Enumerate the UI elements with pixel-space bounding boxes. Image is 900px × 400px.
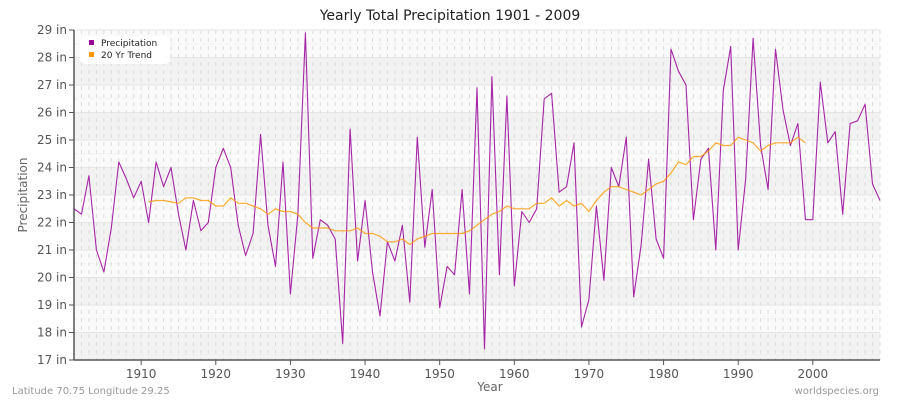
x-axis-label: Year [476, 380, 502, 394]
x-tick-label: 1990 [723, 367, 754, 381]
x-tick-label: 1970 [574, 367, 605, 381]
x-tick-label: 1910 [126, 367, 157, 381]
legend-label: Precipitation [101, 39, 157, 49]
trend-line [148, 136, 806, 246]
x-tick-label: 1950 [424, 367, 455, 381]
y-tick-label: 25 in [37, 133, 67, 147]
source-caption: worldspecies.org [795, 386, 879, 397]
y-tick-label: 22 in [37, 216, 67, 230]
legend-label: 20 Yr Trend [101, 51, 152, 61]
x-tick-label: 1980 [648, 367, 679, 381]
y-tick-label: 26 in [37, 106, 67, 120]
x-tick-label: 1920 [201, 367, 232, 381]
y-tick-label: 17 in [37, 353, 67, 367]
y-tick-label: 20 in [37, 271, 67, 285]
x-tick-label: 2000 [798, 367, 829, 381]
y-tick-label: 24 in [37, 161, 67, 175]
precipitation-line [73, 32, 881, 350]
y-tick-label: 21 in [37, 243, 67, 257]
x-tick-label: 1960 [499, 367, 530, 381]
y-axis-label: Precipitation [16, 157, 30, 232]
grid-lines [73, 29, 881, 361]
trend-swatch-icon [89, 52, 94, 57]
y-tick-label: 29 in [37, 23, 67, 37]
chart-title: Yearly Total Precipitation 1901 - 2009 [319, 8, 581, 24]
legend-box [80, 36, 170, 64]
y-tick-label: 18 in [37, 326, 67, 340]
legend: Precipitation 20 Yr Trend [80, 36, 170, 64]
x-tick-label: 1930 [275, 367, 306, 381]
y-tick-label: 23 in [37, 188, 67, 202]
axes: 17 in 18 in 19 in 20 in 21 in 22 in 23 in 24 in… [37, 23, 880, 381]
precipitation-swatch-icon [89, 40, 94, 45]
data-series [73, 32, 881, 350]
location-caption: Latitude 70.75 Longitude 29.25 [12, 386, 170, 397]
y-tick-label: 19 in [37, 298, 67, 312]
y-tick-label: 28 in [37, 51, 67, 65]
x-tick-label: 1940 [350, 367, 381, 381]
y-tick-label: 27 in [37, 78, 67, 92]
